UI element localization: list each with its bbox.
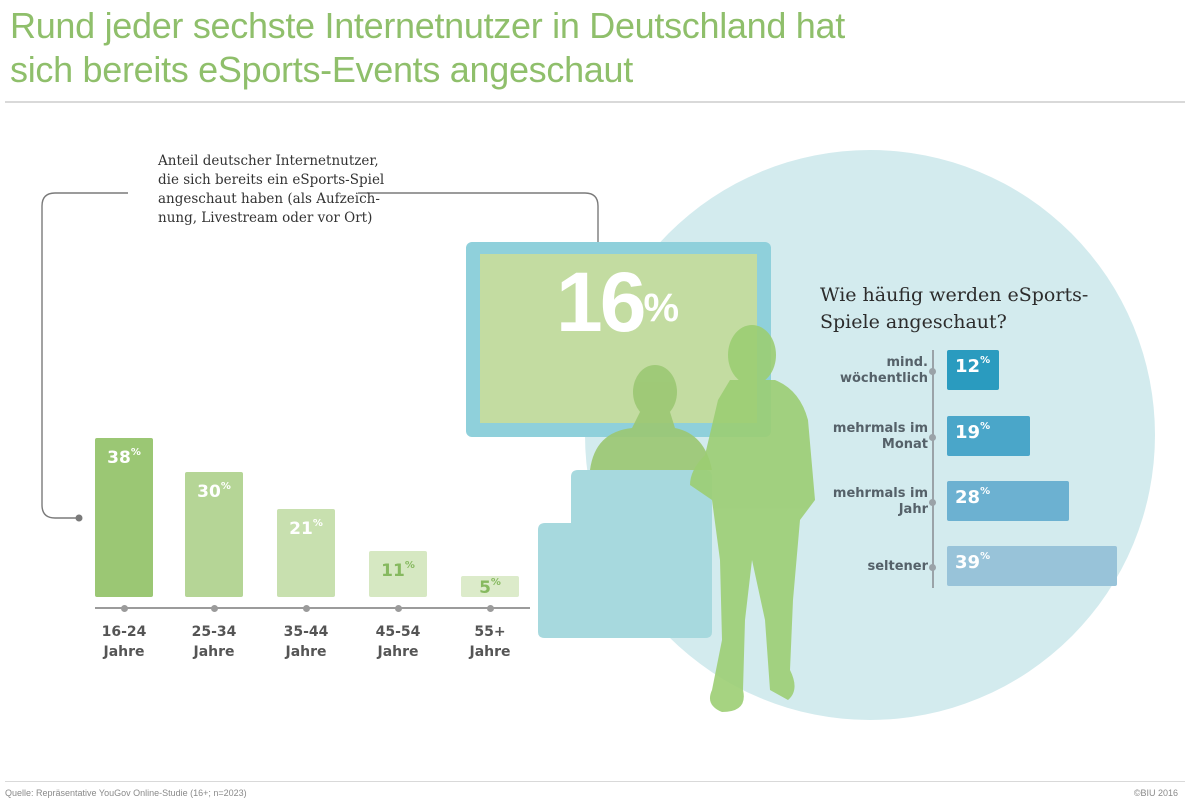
age-category-label: 55+ Jahre — [469, 624, 511, 660]
copyright: ©BIU 2016 — [1133, 788, 1178, 798]
monitor-screen — [480, 254, 757, 423]
frequency-tick-dot — [929, 368, 936, 375]
frequency-row: mehrmals im Monat 19% — [800, 416, 1160, 458]
frequency-bar-value: 12% — [955, 355, 991, 377]
frequency-tick-dot — [929, 434, 936, 441]
age-category-label: 25-34 Jahre — [191, 624, 237, 660]
frequency-label: mehrmals im Jahr — [832, 486, 928, 517]
bracket-end-dot — [75, 514, 83, 522]
highlight-percentage: 16% — [556, 252, 679, 352]
frequency-row: mehrmals im Jahr 28% — [800, 481, 1160, 523]
seated-person-silhouette — [590, 365, 712, 470]
title-divider — [5, 101, 1185, 103]
bracket-left-line — [41, 192, 128, 519]
age-category-label: 35-44 Jahre — [283, 624, 329, 660]
frequency-label: mind. wöchentlich — [839, 355, 928, 386]
age-bar-value: 30% — [197, 480, 231, 502]
age-tick-dot — [486, 605, 494, 612]
age-bar-value: 5% — [479, 577, 501, 599]
highlight-unit: % — [643, 286, 680, 330]
age-bar-value: 21% — [289, 518, 323, 540]
frequency-row: mind. wöchentlich 12% — [800, 350, 1160, 392]
source-note: Quelle: Repräsentative YouGov Online-Stu… — [5, 788, 247, 798]
frequency-bar: 19% — [947, 416, 1030, 456]
monitor-illustration — [466, 242, 771, 437]
bracket-right-line — [358, 192, 599, 242]
frequency-bar-value: 28% — [955, 486, 991, 508]
frequency-bar: 12% — [947, 350, 1000, 390]
frequency-chart-title: Wie häufig werden eSports-Spiele angesch… — [820, 284, 1089, 333]
frequency-label: mehrmals im Monat — [832, 421, 928, 452]
age-chart-baseline — [95, 607, 530, 609]
age-tick-dot — [120, 605, 128, 612]
age-bar-value: 38% — [107, 447, 141, 469]
age-bar: 21% — [277, 509, 335, 597]
age-bar: 11% — [369, 551, 427, 597]
frequency-tick-dot — [929, 499, 936, 506]
age-tick-dot — [394, 605, 402, 612]
footer-divider — [5, 781, 1185, 782]
frequency-row: seltener 39% — [800, 546, 1160, 588]
age-bar: 30% — [185, 471, 243, 597]
age-tick-dot — [302, 605, 310, 612]
frequency-tick-dot — [929, 564, 936, 571]
highlight-value: 16 — [556, 255, 646, 349]
age-bar: 38% — [95, 438, 153, 597]
frequency-bar-value: 19% — [955, 421, 991, 443]
frequency-bar-value: 39% — [955, 551, 991, 573]
desk-shape — [538, 470, 712, 638]
title-line-2: sich bereits eSports-Events angeschaut — [10, 49, 633, 90]
title-line-1: Rund jeder sechste Internetnutzer in Deu… — [10, 5, 845, 46]
age-tick-dot — [210, 605, 218, 612]
frequency-bar: 28% — [947, 481, 1070, 521]
frequency-label: seltener — [867, 559, 928, 574]
left-chart-caption: Anteil deutscher Internetnutzer, die sic… — [158, 153, 385, 226]
age-category-label: 16-24 Jahre — [101, 624, 147, 660]
page-title: Rund jeder sechste Internetnutzer in Deu… — [10, 4, 1010, 92]
age-bar-value: 11% — [381, 560, 415, 582]
frequency-bar: 39% — [947, 546, 1117, 586]
standing-person-silhouette — [690, 325, 815, 712]
age-bar: 5% — [461, 576, 519, 599]
frequency-chart-axis — [932, 350, 934, 588]
age-category-label: 45-54 Jahre — [375, 624, 421, 660]
